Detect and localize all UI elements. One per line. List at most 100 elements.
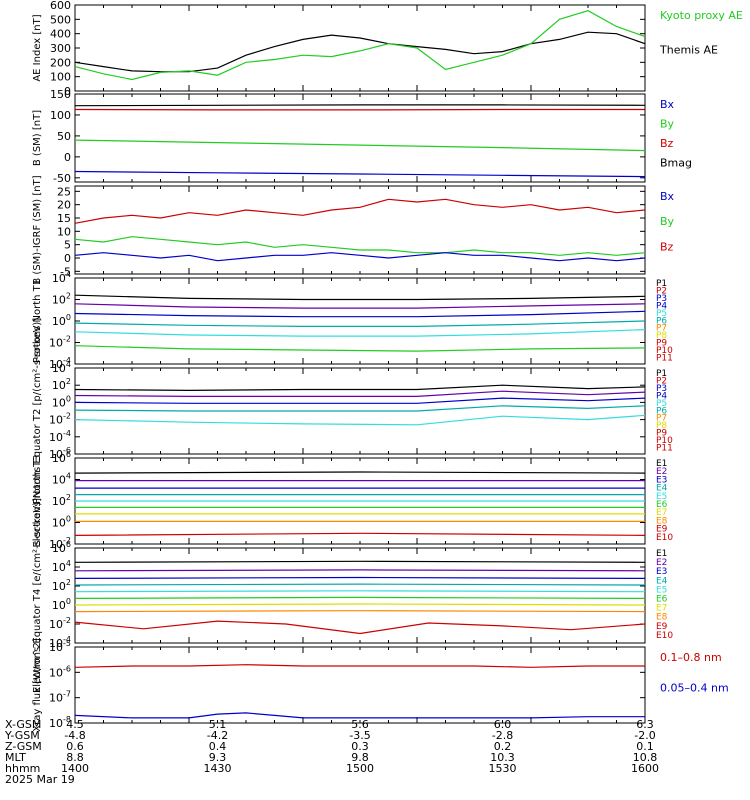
x-tick-label: 0.3 [351,740,369,753]
y-tick-label: 0 [64,252,71,265]
legend-entry: E8 [656,516,668,526]
y-axis-label: B (SM) [nT] [32,110,43,166]
y-axis-label: Protons Equator T2 [p/(cm²-s-sr-keV)] [32,318,43,505]
series-e1 [74,471,646,474]
series-bz [74,198,646,224]
legend-entry: E10 [656,533,673,543]
x-tick-label: -3.5 [349,729,370,742]
series-e3 [74,576,646,580]
series-e9 [74,532,646,537]
x-tick-label: 6.3 [636,718,654,731]
legend-entry: E3 [656,475,667,485]
panel-pe: 104 102 100 10-2 10-4 10-6 Protons Equator T2 … [32,318,673,505]
x-tick-label: 1400 [61,762,89,775]
y-tick-label: 50 [57,130,71,143]
y-tick-label: 102 [52,292,71,307]
legend-entry: P10 [656,436,673,446]
y-axis-label: Protons North T1 [32,279,43,363]
x-tick-label: 5.1 [209,718,227,731]
x-tick-label: 1500 [346,762,374,775]
y-tick-label: 0 [64,151,71,164]
legend-entry: E5 [656,492,667,502]
legend-entry: P7 [656,324,667,334]
series-bmag [74,104,646,107]
series-kyoto-proxy-ae [74,10,646,81]
series-e6 [74,596,646,600]
legend-entry: Bx [660,98,675,111]
series-p9 [74,345,646,352]
x-tick-label: -2.0 [634,729,655,742]
series-e2 [74,569,646,572]
x-date: 2025 Mar 19 [5,773,75,786]
panel-xray: 10-5 10-6 10-7 10-8 Xray flux [W/m^2] 0.1–0.8… [32,638,729,732]
y-tick-label: 500 [50,13,71,26]
y-tick-label: -5 [60,265,71,278]
legend-entry: By [660,118,675,131]
legend-entry: P2 [656,286,667,296]
series-p3 [74,397,646,404]
legend-entry: Bx [660,190,675,203]
y-tick-label: 104 [52,270,71,285]
x-tick-label: -4.8 [64,729,85,742]
legend-entry: By [660,215,675,228]
series-p5 [74,414,646,426]
x-tick-label: 1530 [489,762,517,775]
series-p3 [74,310,646,318]
legend-entry: E5 [656,585,667,595]
legend-entry: E4 [656,576,668,586]
series-e8 [74,610,646,613]
legend-entry: P3 [656,384,667,394]
y-tick-label: 300 [50,42,71,55]
y-tick-label: 100 [52,515,71,530]
series-by [74,236,646,256]
legend-entry: P1 [656,279,667,289]
legend-entry: P8 [656,331,667,341]
series-0-1-0-8-nm [74,664,645,668]
series-bx [74,252,646,262]
legend-entry: E2 [656,558,667,568]
x-tick-label: 1600 [631,762,659,775]
y-tick-label: 10-2 [49,335,71,350]
legend-entry: Bmag [660,157,692,170]
y-tick-label: 106 [52,450,71,465]
series-p4 [74,405,646,412]
y-tick-label: 100 [52,313,71,328]
legend-entry: E9 [656,622,668,632]
series-e1 [74,560,646,563]
y-tick-label: 10-6 [49,446,71,461]
x-row-label: MLT [5,751,26,764]
legend-entry: P5 [656,309,667,319]
y-tick-label: -50 [53,172,71,185]
legend-entry: E7 [656,604,667,614]
series-e7 [74,603,646,606]
y-axis-label: Xray flux [W/m^2] [32,638,43,732]
series-e9 [74,620,646,635]
series-p5 [74,329,646,337]
x-tick-label: 4.5 [66,718,84,731]
y-tick-label: 10-7 [49,690,71,705]
legend-entry: E1 [656,549,667,559]
series-bx [74,170,646,178]
legend-entry: P3 [656,294,667,304]
x-row-label: Z-GSM [5,740,42,753]
x-tick-label: 0.6 [66,740,84,753]
y-axis-label: Electrons Equator T4 [e/(cm²-s-sr-keV)] [32,498,43,693]
x-tick-label: 9.8 [351,751,369,764]
legend-entry: P1 [656,369,667,379]
y-axis-label: Electrons North T3 [32,454,43,547]
panel-bsm: 150 100 50 0 -50 B (SM) [nT] Bx By Bz Bmag [32,88,692,185]
legend-entry: E4 [656,484,668,494]
y-tick-label: 104 [52,472,71,487]
legend-entry: E2 [656,467,667,477]
series-p2 [74,303,646,309]
legend-entry: P2 [656,376,667,386]
legend-entry: P9 [656,429,667,439]
series-0-05-0-4-nm [74,712,645,719]
y-tick-label: 200 [50,56,71,69]
y-tick-label: 102 [52,493,71,508]
legend-entry: Themis AE [659,43,718,56]
x-tick-label: -2.8 [492,729,513,742]
x-tick-label: 0.1 [636,740,654,753]
